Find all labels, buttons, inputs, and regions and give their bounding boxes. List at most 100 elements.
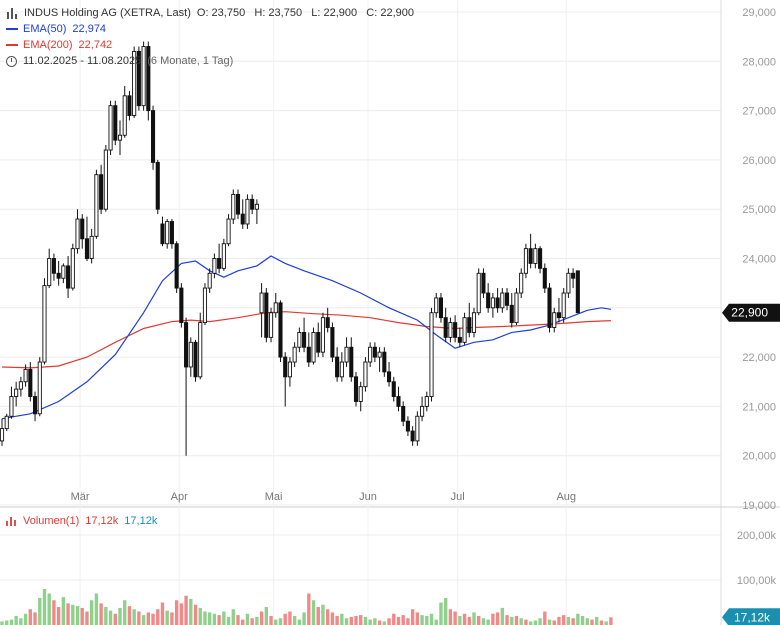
candle <box>528 233 533 269</box>
candle <box>273 293 278 318</box>
price-tag-shape <box>722 303 780 322</box>
candle-body <box>434 297 439 314</box>
candle-body <box>32 396 38 415</box>
candle <box>504 288 510 311</box>
volume-tick-label: 100,00k <box>737 575 777 587</box>
volume-bar <box>491 613 495 625</box>
price-tick-label: 19,000 <box>742 500 776 512</box>
candle <box>89 228 94 264</box>
candle-body <box>443 317 448 338</box>
volume-bar <box>212 613 217 625</box>
candle-body <box>471 312 477 333</box>
candle-body <box>358 386 363 402</box>
legend-range-row: 11.02.2025 - 11.08.2025 (6 Monate, 1 Tag… <box>6 53 414 69</box>
candle-body <box>538 248 543 269</box>
volume-bar <box>434 619 438 625</box>
candle-body <box>198 322 203 378</box>
candle-body <box>429 312 434 397</box>
candle <box>141 41 146 111</box>
candle-body <box>500 292 505 309</box>
candle-body <box>174 243 179 289</box>
candle <box>174 241 179 294</box>
candle <box>283 352 288 407</box>
candle <box>330 322 335 363</box>
volume-bar <box>292 616 297 625</box>
ohlc-values: O: 23,750 H: 23,750 L: 22,900 C: 22,900 <box>196 7 414 19</box>
volume-bar <box>510 616 514 625</box>
volume-bar <box>396 616 401 625</box>
volume-bar <box>477 616 481 625</box>
month-tick-label: Mär <box>71 491 90 503</box>
candle-body <box>207 272 212 289</box>
candle <box>61 263 66 284</box>
candle <box>202 283 208 326</box>
candle <box>533 243 538 269</box>
legend-ema50-row[interactable]: EMA(50) 22,974 <box>6 21 414 37</box>
candle-body <box>61 265 66 279</box>
volume-bar <box>241 619 245 625</box>
candle <box>37 357 42 417</box>
candle <box>509 293 514 328</box>
candle-body <box>306 346 311 363</box>
volume-bar <box>189 598 193 625</box>
candle <box>150 105 156 170</box>
candle-body <box>552 312 557 328</box>
candle <box>0 418 5 446</box>
candle-body <box>561 292 566 319</box>
candle <box>500 288 505 313</box>
volume-bar <box>382 621 387 625</box>
volume-bar <box>47 593 51 625</box>
price-tick-label: 27,000 <box>742 106 776 118</box>
price-tick-label: 20,000 <box>742 451 776 463</box>
price-tick-label: 26,000 <box>742 155 776 167</box>
volume-bar <box>288 611 292 625</box>
candle-body <box>250 198 255 210</box>
volume-bar <box>462 613 467 625</box>
candle <box>226 214 231 247</box>
candle-body <box>4 415 9 430</box>
volume-bar <box>264 607 269 625</box>
candle <box>420 396 425 422</box>
volume-bar <box>222 611 226 625</box>
candle <box>18 376 23 397</box>
candle-body <box>28 368 33 397</box>
candle <box>188 337 193 377</box>
volume-bar <box>373 618 377 625</box>
volume-bar <box>571 618 575 625</box>
candle <box>462 312 467 345</box>
candle-body <box>481 272 486 294</box>
ema200-swatch <box>6 44 18 46</box>
candle <box>122 85 127 138</box>
candle-body <box>108 105 113 151</box>
candle <box>75 209 80 254</box>
candle <box>287 357 292 387</box>
candle <box>438 293 444 323</box>
price-tick-label: 22,000 <box>742 352 776 364</box>
volume-bar <box>425 616 429 625</box>
candle-body <box>278 302 283 358</box>
ema200-line <box>1 311 611 369</box>
candle-body <box>486 292 491 309</box>
candle-body <box>132 50 137 116</box>
volume-bar <box>198 607 202 625</box>
candle-body <box>467 317 472 333</box>
volume-bar <box>392 613 396 625</box>
volume-bar <box>71 604 75 625</box>
legend-ema200-row[interactable]: EMA(200) 22,742 <box>6 37 414 53</box>
candle-body <box>344 346 349 363</box>
candle <box>382 347 387 377</box>
volume-bar <box>99 603 103 625</box>
candle <box>250 194 255 215</box>
volume-bar <box>123 600 127 625</box>
volume-bar <box>453 611 457 625</box>
candle-body <box>335 356 340 378</box>
candle-body <box>146 46 151 112</box>
candle <box>207 268 212 294</box>
volume-bar <box>604 621 608 625</box>
price-axis: 19,00020,00021,00022,00023,00024,00025,0… <box>742 7 776 512</box>
price-tick-label: 24,000 <box>742 254 776 266</box>
clock-icon <box>6 55 17 67</box>
candle-body <box>66 265 71 289</box>
candle-body <box>519 272 524 294</box>
